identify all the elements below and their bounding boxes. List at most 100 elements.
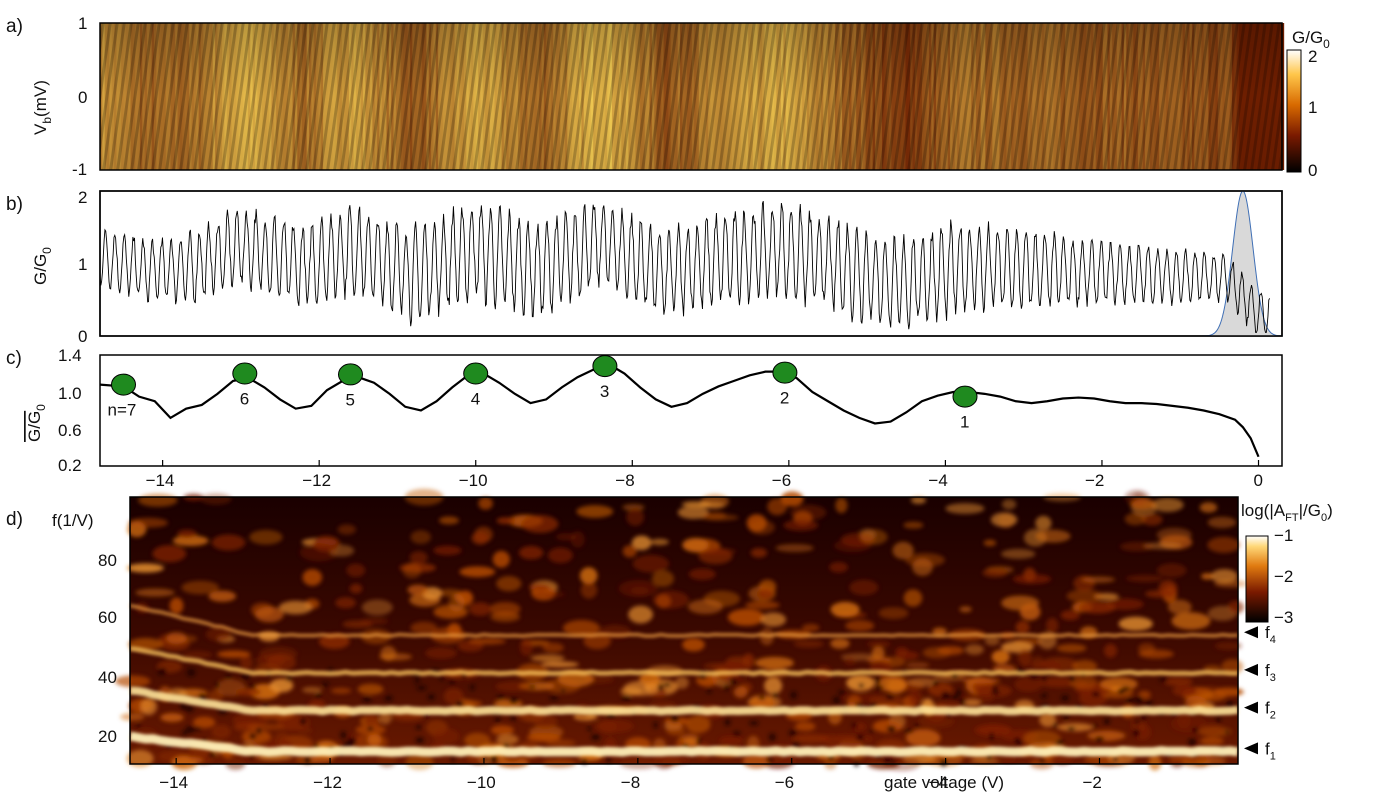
d-ylabel: f(1/V) [52, 511, 94, 530]
d-xtick: −12 [313, 773, 342, 792]
heatmap-d-blob [1118, 616, 1153, 631]
heatmap-d-blob [666, 723, 685, 736]
heatmap-d-blob [1207, 516, 1237, 529]
heatmap-d-dark-spot [871, 702, 877, 707]
heatmap-d-dark-spot [621, 695, 632, 701]
heatmap-d-dark-spot [1042, 675, 1047, 683]
c-ytick: 1.0 [58, 384, 82, 403]
heatmap-d-blob [733, 686, 748, 698]
heatmap-d-blob [1072, 660, 1098, 674]
heatmap-d-blob [402, 562, 422, 579]
heatmap-d-blob [177, 529, 197, 538]
heatmap-d-blob [542, 642, 564, 653]
d-ytick: 20 [98, 727, 117, 746]
heatmap-d-blob [126, 749, 154, 768]
heatmap-d-blob [750, 548, 768, 558]
heatmap-d-blob [983, 539, 997, 547]
marker-label: n=7 [108, 401, 137, 420]
heatmap-d-dark-spot [1029, 673, 1039, 680]
heatmap-d-blob [546, 739, 576, 747]
heatmap-d-dark-spot [723, 683, 729, 691]
heatmap-d-blob [240, 654, 253, 671]
heatmap-d-blob [182, 650, 213, 659]
heatmap-d-blob [871, 646, 885, 660]
heatmap-d-blob [1120, 541, 1154, 552]
heatmap-d-blob [530, 654, 565, 662]
heatmap-d-blob [756, 588, 774, 600]
heatmap-d-dark-spot [858, 683, 865, 689]
heatmap-d-dark-spot [470, 683, 475, 691]
heatmap-d-blob [1099, 677, 1138, 691]
heatmap-d-dark-spot [427, 694, 435, 700]
heatmap-d-blob [135, 588, 175, 597]
heatmap-d-dark-spot [590, 734, 601, 741]
c-xtick: −10 [459, 471, 488, 490]
heatmap-d-blob [877, 677, 908, 692]
heatmap-d-blob [984, 635, 1000, 646]
heatmap-d-dark-spot [249, 732, 257, 740]
heatmap-d-blob [1163, 677, 1193, 687]
heatmap-d-blob [533, 713, 558, 729]
heatmap-d-dark-spot [181, 731, 188, 736]
heatmap-d-blob [235, 687, 261, 697]
heatmap-d-dark-spot [256, 727, 262, 735]
heatmap-d-blob [520, 638, 533, 656]
heatmap-d-dark-spot [186, 668, 196, 677]
heatmap-d-blob [181, 580, 220, 595]
heatmap-d-blob [464, 732, 491, 748]
heatmap-d-dark-spot [885, 695, 895, 700]
heatmap-d-blob [533, 591, 566, 598]
heatmap-d-blob [829, 562, 848, 573]
heatmap-d-dark-spot [952, 694, 957, 701]
heatmap-d-blob [878, 607, 909, 619]
heatmap-d-blob [1039, 677, 1078, 688]
heatmap-d-dark-spot [1055, 739, 1064, 746]
heatmap-d-blob [905, 553, 945, 567]
heatmap-d-blob [1141, 513, 1163, 526]
d-xtick: −14 [159, 773, 188, 792]
heatmap-d-dark-spot [1069, 676, 1076, 683]
heatmap-d-dark-spot [732, 731, 741, 737]
heatmap-d-blob [562, 620, 600, 637]
heatmap-d-blob [794, 721, 816, 731]
heatmap-d-blob [681, 501, 711, 508]
heatmap-d-dark-spot [958, 699, 966, 705]
marker-label: 1 [960, 413, 969, 432]
heatmap-d-blob [903, 521, 924, 529]
heatmap-d-blob [545, 678, 581, 694]
heatmap-d-dark-spot [886, 725, 896, 733]
heatmap-d-blob [742, 653, 755, 669]
heatmap-d-blob [961, 677, 1001, 684]
heatmap-d-blob [193, 716, 216, 728]
colorbar-a-tick: 1 [1308, 98, 1317, 117]
heatmap-d-blob [1046, 617, 1059, 634]
heatmap-d-dark-spot [1103, 718, 1110, 725]
heatmap-d-dark-spot [362, 696, 372, 702]
heatmap-d-dark-spot [528, 684, 536, 689]
heatmap-d-blob [425, 647, 457, 659]
heatmap-d-dark-spot [874, 677, 881, 684]
heatmap-d-dark-spot [1061, 695, 1069, 702]
heatmap-d-blob [703, 590, 740, 607]
heatmap-d-blob [547, 547, 573, 564]
heatmap-d-blob [353, 733, 388, 751]
heatmap-d-blob [683, 737, 699, 747]
heatmap-d-dark-spot [1226, 700, 1234, 708]
c-ytick: 0.6 [58, 421, 82, 440]
heatmap-d-blob [745, 601, 780, 610]
heatmap-d-blob [835, 497, 848, 514]
heatmap-d-dark-spot [1224, 729, 1230, 735]
heatmap-d-blob [844, 656, 857, 666]
heatmap-d-blob [526, 733, 561, 742]
panel-b-label: b) [6, 194, 23, 215]
c-xtick: −14 [146, 471, 175, 490]
b-ytick: 0 [78, 327, 87, 346]
heatmap-d-dark-spot [1191, 727, 1199, 733]
colorbar-d-tick: −2 [1274, 567, 1293, 586]
heatmap-d-dark-spot [1159, 677, 1168, 683]
heatmap-d-blob [830, 601, 860, 618]
heatmap-d-dark-spot [991, 690, 1001, 695]
heatmap-d-blob [471, 531, 489, 545]
heatmap-d-dark-spot [215, 681, 220, 689]
